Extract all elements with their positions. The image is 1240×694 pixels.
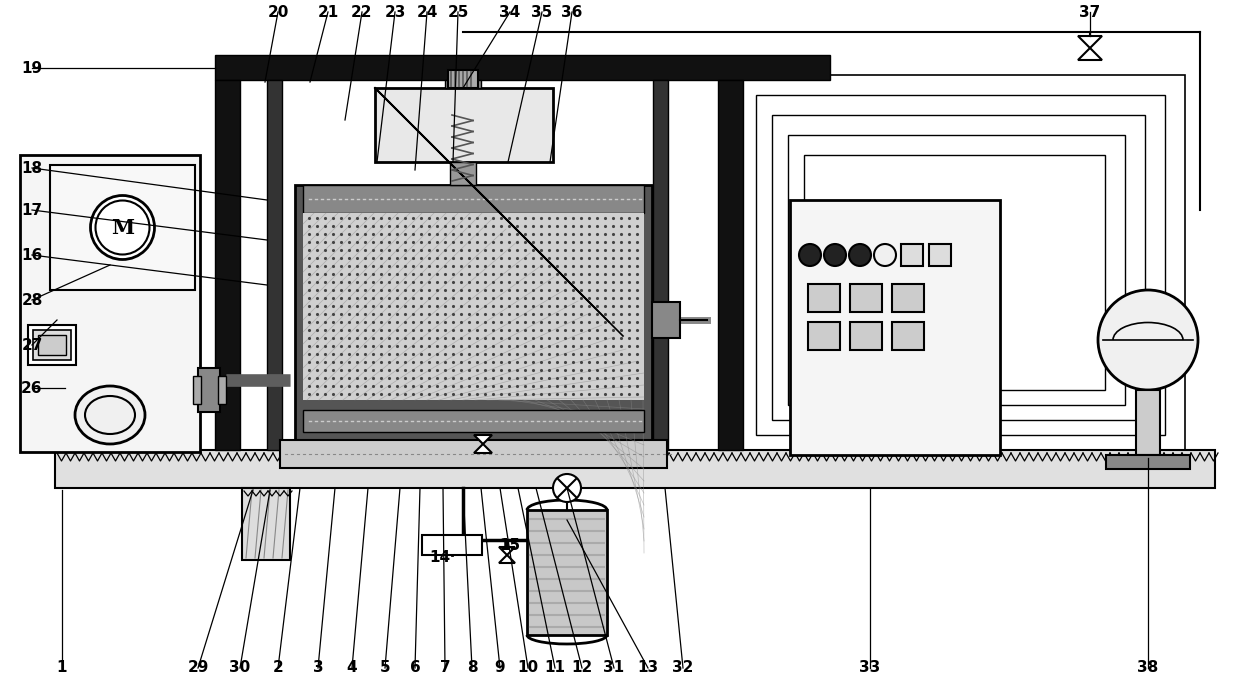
Ellipse shape bbox=[74, 386, 145, 444]
Bar bbox=[1136, 390, 1159, 455]
Circle shape bbox=[1097, 290, 1198, 390]
Bar bbox=[892, 322, 924, 350]
Text: 6: 6 bbox=[409, 661, 420, 675]
Polygon shape bbox=[474, 435, 492, 444]
Bar bbox=[901, 244, 923, 266]
Bar bbox=[422, 535, 482, 555]
Text: 27: 27 bbox=[21, 337, 42, 353]
Text: 9: 9 bbox=[495, 661, 506, 675]
Text: 37: 37 bbox=[1079, 4, 1101, 19]
Bar bbox=[198, 368, 219, 412]
Text: 22: 22 bbox=[351, 4, 373, 19]
Bar bbox=[448, 70, 477, 88]
Text: 28: 28 bbox=[21, 292, 42, 307]
Text: 16: 16 bbox=[21, 248, 42, 262]
Bar bbox=[849, 284, 882, 312]
Bar bbox=[929, 244, 951, 266]
Text: 7: 7 bbox=[440, 661, 450, 675]
Bar bbox=[218, 376, 226, 404]
Bar bbox=[29, 325, 76, 365]
Text: 1: 1 bbox=[57, 661, 67, 675]
Text: 19: 19 bbox=[21, 60, 42, 76]
Text: 34: 34 bbox=[500, 4, 521, 19]
Bar bbox=[55, 450, 1215, 488]
Circle shape bbox=[849, 244, 870, 266]
Bar bbox=[193, 376, 201, 404]
Text: 15: 15 bbox=[500, 539, 521, 554]
Bar bbox=[804, 155, 1105, 390]
Circle shape bbox=[91, 196, 155, 260]
Bar bbox=[808, 322, 839, 350]
Text: 31: 31 bbox=[604, 661, 625, 675]
Bar bbox=[756, 95, 1166, 435]
Text: 5: 5 bbox=[379, 661, 391, 675]
Text: 3: 3 bbox=[312, 661, 324, 675]
Bar bbox=[38, 335, 66, 355]
Bar bbox=[242, 488, 290, 560]
Text: 11: 11 bbox=[544, 661, 565, 675]
Circle shape bbox=[553, 474, 582, 502]
Text: 13: 13 bbox=[637, 661, 658, 675]
Bar bbox=[790, 200, 999, 455]
Bar bbox=[303, 185, 644, 213]
Bar bbox=[652, 302, 680, 338]
Bar bbox=[303, 213, 644, 400]
Bar bbox=[773, 115, 1145, 420]
Bar bbox=[450, 162, 476, 185]
Bar bbox=[653, 80, 668, 450]
Text: 38: 38 bbox=[1137, 661, 1158, 675]
Bar bbox=[303, 410, 644, 432]
Text: 25: 25 bbox=[448, 4, 469, 19]
Text: 18: 18 bbox=[21, 160, 42, 176]
Bar bbox=[808, 284, 839, 312]
Bar bbox=[280, 440, 667, 468]
Bar bbox=[787, 135, 1125, 405]
Text: 21: 21 bbox=[317, 4, 339, 19]
Circle shape bbox=[825, 244, 846, 266]
Bar bbox=[50, 165, 195, 290]
Text: 20: 20 bbox=[268, 4, 289, 19]
Text: 17: 17 bbox=[21, 203, 42, 217]
Polygon shape bbox=[1078, 36, 1102, 48]
Bar bbox=[1106, 455, 1190, 469]
Bar bbox=[445, 80, 481, 88]
Text: 23: 23 bbox=[384, 4, 405, 19]
Text: 29: 29 bbox=[187, 661, 208, 675]
Polygon shape bbox=[498, 547, 515, 555]
Text: 36: 36 bbox=[562, 4, 583, 19]
Circle shape bbox=[799, 244, 821, 266]
Text: 35: 35 bbox=[532, 4, 553, 19]
Text: 24: 24 bbox=[417, 4, 438, 19]
Polygon shape bbox=[498, 555, 515, 563]
Bar bbox=[849, 322, 882, 350]
Text: 2: 2 bbox=[273, 661, 284, 675]
Bar bbox=[215, 55, 830, 80]
Text: 14: 14 bbox=[429, 550, 450, 566]
Text: 12: 12 bbox=[572, 661, 593, 675]
Text: 26: 26 bbox=[21, 380, 42, 396]
Bar bbox=[33, 330, 71, 360]
Bar bbox=[740, 75, 1185, 450]
Bar bbox=[295, 185, 652, 440]
Bar bbox=[267, 80, 281, 450]
Text: 4: 4 bbox=[347, 661, 357, 675]
Text: 30: 30 bbox=[229, 661, 250, 675]
Text: 32: 32 bbox=[672, 661, 693, 675]
Bar bbox=[718, 80, 743, 450]
Text: 10: 10 bbox=[517, 661, 538, 675]
Bar bbox=[20, 155, 200, 452]
Bar bbox=[527, 510, 608, 635]
Bar bbox=[892, 284, 924, 312]
Bar bbox=[374, 88, 553, 162]
Polygon shape bbox=[474, 444, 492, 453]
Circle shape bbox=[874, 244, 897, 266]
Bar bbox=[215, 80, 241, 450]
Text: M: M bbox=[110, 217, 134, 237]
Polygon shape bbox=[1078, 48, 1102, 60]
Text: 33: 33 bbox=[859, 661, 880, 675]
Text: 8: 8 bbox=[466, 661, 477, 675]
